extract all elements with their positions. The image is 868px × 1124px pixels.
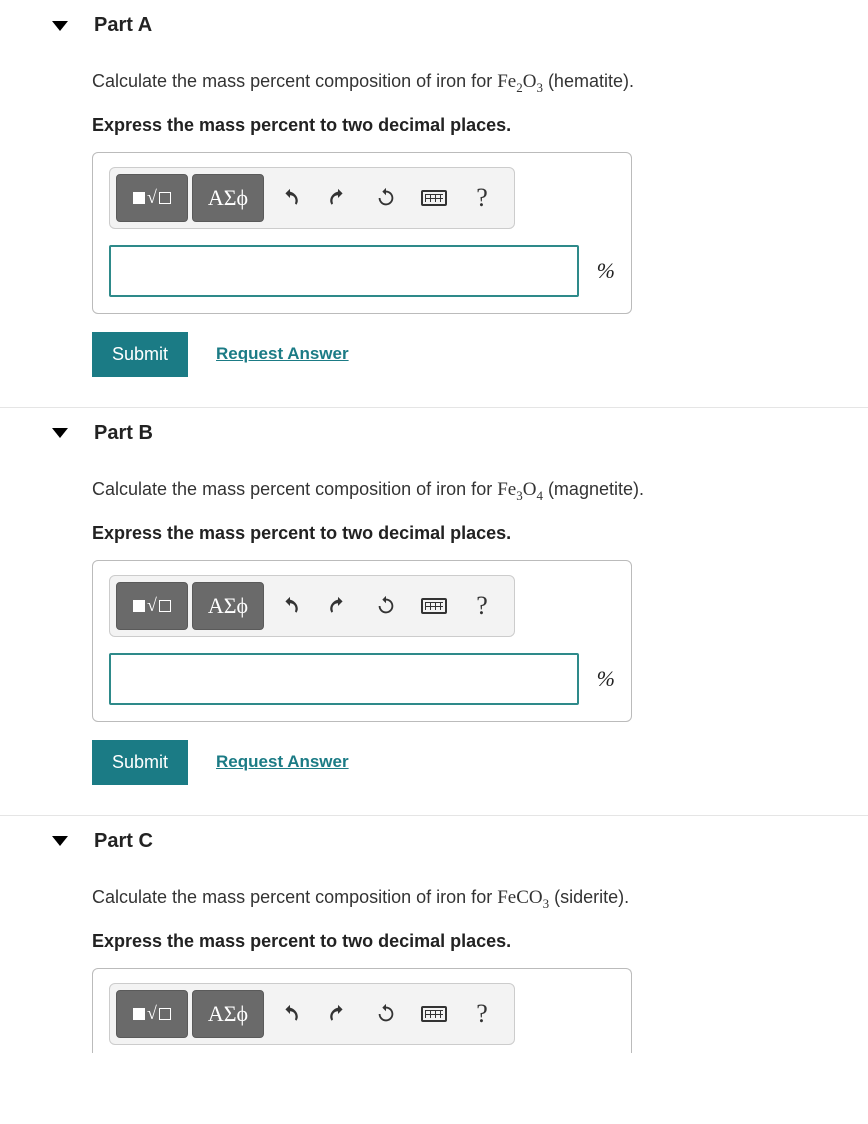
part-c: Part C Calculate the mass percent compos… (0, 815, 868, 1053)
reset-button[interactable] (364, 586, 408, 626)
instruction: Express the mass percent to two decimal … (92, 931, 848, 952)
root-template-icon: √ (133, 187, 171, 208)
input-row: % (109, 653, 615, 705)
redo-button[interactable] (316, 586, 360, 626)
reset-button[interactable] (364, 178, 408, 218)
answer-toolbar: √ ΑΣϕ ? (109, 575, 515, 637)
keyboard-icon (421, 598, 447, 614)
redo-icon (327, 187, 349, 209)
part-b-header[interactable]: Part B (0, 407, 868, 459)
undo-icon (279, 1003, 301, 1025)
root-template-icon: √ (133, 1003, 171, 1024)
q-suffix: (magnetite). (543, 479, 644, 499)
answer-toolbar: √ ΑΣϕ ? (109, 983, 515, 1045)
undo-button[interactable] (268, 586, 312, 626)
instruction: Express the mass percent to two decimal … (92, 115, 848, 136)
help-button[interactable]: ? (460, 178, 504, 218)
help-button[interactable]: ? (460, 994, 504, 1034)
part-c-body: Calculate the mass percent composition o… (0, 867, 868, 1053)
input-row: % (109, 245, 615, 297)
part-a-body: Calculate the mass percent composition o… (0, 51, 868, 407)
unit-label: % (597, 258, 615, 284)
redo-icon (327, 595, 349, 617)
math-templates-button[interactable]: √ (116, 990, 188, 1038)
request-answer-link[interactable]: Request Answer (216, 752, 349, 772)
part-a: Part A Calculate the mass percent compos… (0, 0, 868, 407)
answer-box: √ ΑΣϕ ? % (92, 152, 632, 314)
submit-button[interactable]: Submit (92, 332, 188, 377)
greek-symbols-button[interactable]: ΑΣϕ (192, 582, 264, 630)
chemical-formula: Fe3O4 (497, 479, 543, 500)
chevron-down-icon (52, 21, 68, 31)
root-template-icon: √ (133, 595, 171, 616)
undo-button[interactable] (268, 178, 312, 218)
part-c-title: Part C (94, 830, 153, 853)
actions-row: Submit Request Answer (92, 740, 848, 785)
answer-box: √ ΑΣϕ ? % (92, 560, 632, 722)
instruction: Express the mass percent to two decimal … (92, 523, 848, 544)
reset-icon (375, 1003, 397, 1025)
q-suffix: (siderite). (549, 887, 629, 907)
q-suffix: (hematite). (543, 71, 634, 91)
question-text: Calculate the mass percent composition o… (92, 69, 848, 97)
part-b-body: Calculate the mass percent composition o… (0, 459, 868, 815)
redo-button[interactable] (316, 994, 360, 1034)
part-b-title: Part B (94, 422, 153, 445)
unit-label: % (597, 666, 615, 692)
undo-button[interactable] (268, 994, 312, 1034)
math-templates-button[interactable]: √ (116, 174, 188, 222)
greek-symbols-button[interactable]: ΑΣϕ (192, 174, 264, 222)
actions-row: Submit Request Answer (92, 332, 848, 377)
reset-button[interactable] (364, 994, 408, 1034)
part-b: Part B Calculate the mass percent compos… (0, 407, 868, 815)
undo-icon (279, 187, 301, 209)
q-prefix: Calculate the mass percent composition o… (92, 887, 497, 907)
answer-toolbar: √ ΑΣϕ ? (109, 167, 515, 229)
greek-symbols-button[interactable]: ΑΣϕ (192, 990, 264, 1038)
submit-button[interactable]: Submit (92, 740, 188, 785)
keyboard-button[interactable] (412, 178, 456, 218)
question-text: Calculate the mass percent composition o… (92, 477, 848, 505)
chevron-down-icon (52, 836, 68, 846)
keyboard-button[interactable] (412, 994, 456, 1034)
part-a-header[interactable]: Part A (0, 0, 868, 51)
redo-icon (327, 1003, 349, 1025)
answer-box: √ ΑΣϕ ? (92, 968, 632, 1053)
answer-input[interactable] (109, 245, 579, 297)
chemical-formula: FeCO3 (497, 887, 549, 908)
request-answer-link[interactable]: Request Answer (216, 344, 349, 364)
keyboard-button[interactable] (412, 586, 456, 626)
part-c-header[interactable]: Part C (0, 815, 868, 867)
keyboard-icon (421, 190, 447, 206)
undo-icon (279, 595, 301, 617)
help-button[interactable]: ? (460, 586, 504, 626)
reset-icon (375, 187, 397, 209)
q-prefix: Calculate the mass percent composition o… (92, 71, 497, 91)
math-templates-button[interactable]: √ (116, 582, 188, 630)
keyboard-icon (421, 1006, 447, 1022)
question-text: Calculate the mass percent composition o… (92, 885, 848, 913)
chemical-formula: Fe2O3 (497, 71, 543, 92)
redo-button[interactable] (316, 178, 360, 218)
reset-icon (375, 595, 397, 617)
q-prefix: Calculate the mass percent composition o… (92, 479, 497, 499)
part-a-title: Part A (94, 14, 152, 37)
answer-input[interactable] (109, 653, 579, 705)
chevron-down-icon (52, 428, 68, 438)
